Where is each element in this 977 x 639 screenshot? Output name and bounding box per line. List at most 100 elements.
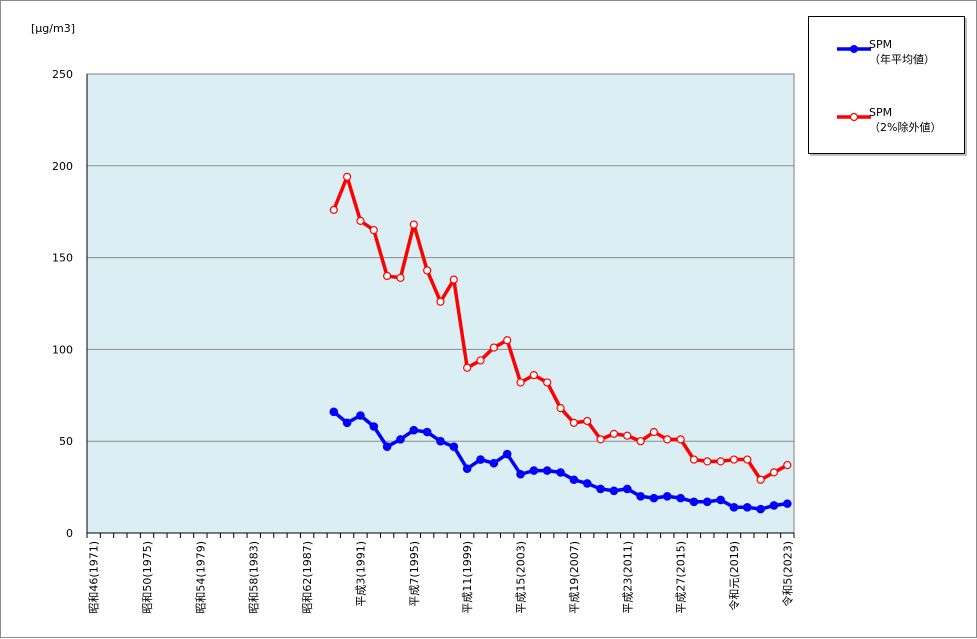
data-point <box>542 466 552 475</box>
data-point <box>596 435 605 444</box>
data-point <box>582 479 592 488</box>
legend-entry-annual-mean: SPM （年平均値） <box>809 37 964 73</box>
data-point <box>663 435 672 444</box>
x-tick-label: 平成23(2011) <box>621 541 634 614</box>
data-point <box>636 491 645 501</box>
x-tick-label: 平成7(1995) <box>408 541 421 607</box>
axes: 0 50 100 150 200 250 昭和46(1971) 昭和50(1975) 昭和54(… <box>52 68 795 614</box>
y-tick-label: 200 <box>52 160 73 173</box>
data-point <box>756 504 765 514</box>
legend-label-annual-mean: SPM （年平均値） <box>869 37 935 67</box>
data-point <box>689 497 699 507</box>
data-point <box>516 378 525 387</box>
legend: SPM （年平均値） SPM （2%除外値） <box>808 16 965 154</box>
data-point <box>556 468 565 477</box>
data-point <box>329 407 339 417</box>
data-point <box>422 427 432 437</box>
legend-series-sub: （年平均値） <box>869 53 935 66</box>
data-point <box>556 404 565 413</box>
data-point <box>729 455 739 464</box>
data-point <box>449 442 459 452</box>
y-tick-label: 0 <box>66 527 73 540</box>
data-point <box>463 363 472 372</box>
data-point <box>383 271 392 281</box>
data-point <box>769 501 779 510</box>
data-point <box>636 437 645 446</box>
data-point <box>343 172 352 181</box>
data-point <box>342 418 352 428</box>
data-point <box>702 497 712 507</box>
data-point <box>502 449 512 459</box>
data-point <box>462 464 472 474</box>
x-tick-label: 平成27(2015) <box>675 541 688 614</box>
data-point <box>716 457 725 466</box>
data-point <box>649 493 659 503</box>
x-tick-label: 昭和54(1979) <box>194 541 207 614</box>
data-point <box>743 502 752 512</box>
x-tick-label: 平成15(2003) <box>515 541 528 614</box>
x-tick-label: 令和元(2019) <box>727 541 741 611</box>
data-point <box>729 502 739 512</box>
data-point <box>503 336 512 345</box>
data-point <box>609 429 619 438</box>
legend-series-name: SPM <box>869 106 893 119</box>
data-point <box>529 466 539 475</box>
data-point <box>396 273 405 282</box>
data-point <box>716 495 725 505</box>
data-point <box>409 220 418 229</box>
data-point <box>396 435 405 444</box>
data-point <box>409 425 419 435</box>
y-tick-label: 150 <box>52 252 73 265</box>
data-point <box>596 484 605 494</box>
data-point <box>476 455 485 464</box>
data-point <box>516 469 525 479</box>
data-point <box>369 225 378 235</box>
data-point <box>703 457 712 466</box>
data-point <box>662 491 672 501</box>
data-point <box>369 422 379 431</box>
data-point <box>489 458 499 468</box>
data-point <box>489 343 498 352</box>
data-point <box>569 475 579 485</box>
y-tick-label: 50 <box>59 435 73 448</box>
data-point <box>783 499 792 508</box>
y-tick-label: 250 <box>52 68 73 81</box>
legend-entry-2pct-excluded: SPM （2%除外値） <box>809 105 964 141</box>
data-point <box>569 418 578 427</box>
data-point <box>529 371 538 380</box>
data-point <box>769 468 779 477</box>
data-point <box>649 427 659 437</box>
x-tick-label: 令和5(2023) <box>780 541 794 607</box>
data-point <box>382 442 392 452</box>
legend-label-2pct-excluded: SPM （2%除外値） <box>869 105 941 135</box>
legend-series-sub: （2%除外値） <box>869 121 942 134</box>
data-point <box>583 416 592 426</box>
data-point <box>622 484 632 494</box>
data-point <box>449 275 458 284</box>
x-tick-label: 昭和58(1983) <box>248 541 261 614</box>
data-point <box>783 460 792 470</box>
data-point <box>676 493 685 503</box>
x-tick-label: 平成11(1999) <box>461 541 474 614</box>
x-tick-label: 平成19(2007) <box>568 541 581 614</box>
data-point <box>436 436 445 446</box>
x-tick-label: 昭和62(1987) <box>301 541 314 614</box>
data-point <box>543 378 552 387</box>
data-point <box>689 455 699 464</box>
legend-series-name: SPM <box>869 38 893 51</box>
y-unit-label: [μg/m3] <box>31 22 75 35</box>
data-point <box>676 435 685 444</box>
series-layer <box>329 172 792 514</box>
legend-swatch-blue <box>837 45 871 53</box>
data-point <box>623 431 632 440</box>
data-point <box>423 266 432 275</box>
data-point <box>436 297 445 306</box>
x-tick-label: 平成3(1991) <box>354 541 367 607</box>
x-tick-label: 昭和50(1975) <box>141 541 154 614</box>
data-point <box>476 356 485 365</box>
data-point <box>329 205 338 214</box>
data-point <box>356 216 365 225</box>
legend-swatch-red <box>837 112 871 122</box>
